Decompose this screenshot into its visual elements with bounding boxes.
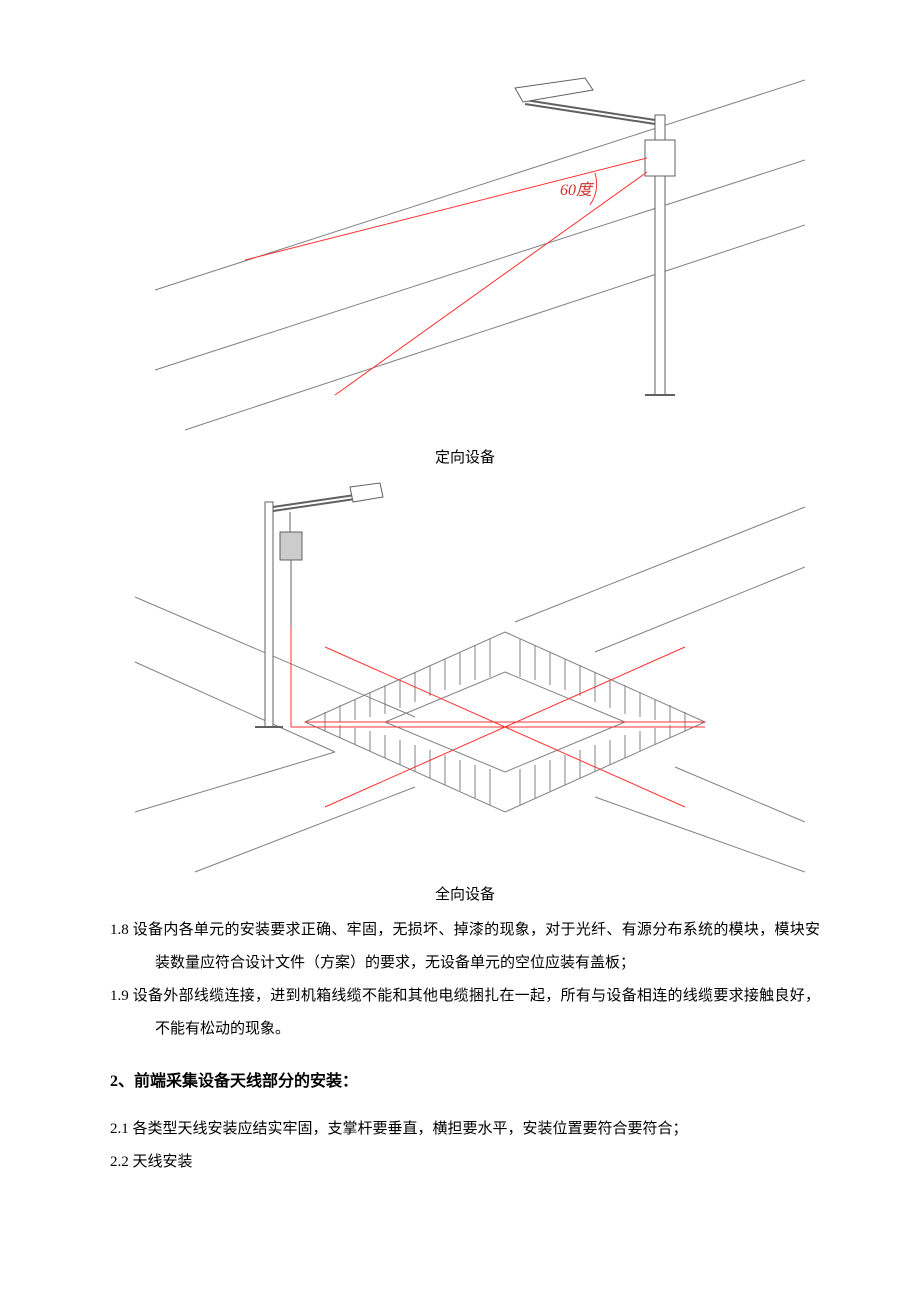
figure-directional: 60度 定向设备 (110, 60, 820, 467)
diagram-directional: 60度 (125, 60, 805, 440)
body-text: 1.8 设备内各单元的安装要求正确、牢固，无损坏、掉漆的现象，对于光纤、有源分布… (110, 914, 820, 1179)
para-2-1: 2.1 各类型天线安装应结实牢固，支掌杆要垂直，横担要水平，安装位置要符合要符合… (110, 1113, 820, 1146)
para-2-2: 2.2 天线安装 (110, 1146, 820, 1179)
diagram-omni (125, 477, 805, 877)
heading-2: 2、前端采集设备天线部分的安装： (110, 1064, 820, 1099)
figure1-caption: 定向设备 (110, 446, 820, 467)
angle-label: 60度 (560, 181, 595, 199)
document-page: 60度 定向设备 (0, 0, 920, 1239)
figure-omni: 全向设备 (110, 477, 820, 904)
para-1-8: 1.8 设备内各单元的安装要求正确、牢固，无损坏、掉漆的现象，对于光纤、有源分布… (110, 914, 820, 980)
para-1-9: 1.9 设备外部线缆连接，进到机箱线缆不能和其他电缆捆扎在一起，所有与设备相连的… (110, 980, 820, 1046)
figure2-caption: 全向设备 (110, 883, 820, 904)
